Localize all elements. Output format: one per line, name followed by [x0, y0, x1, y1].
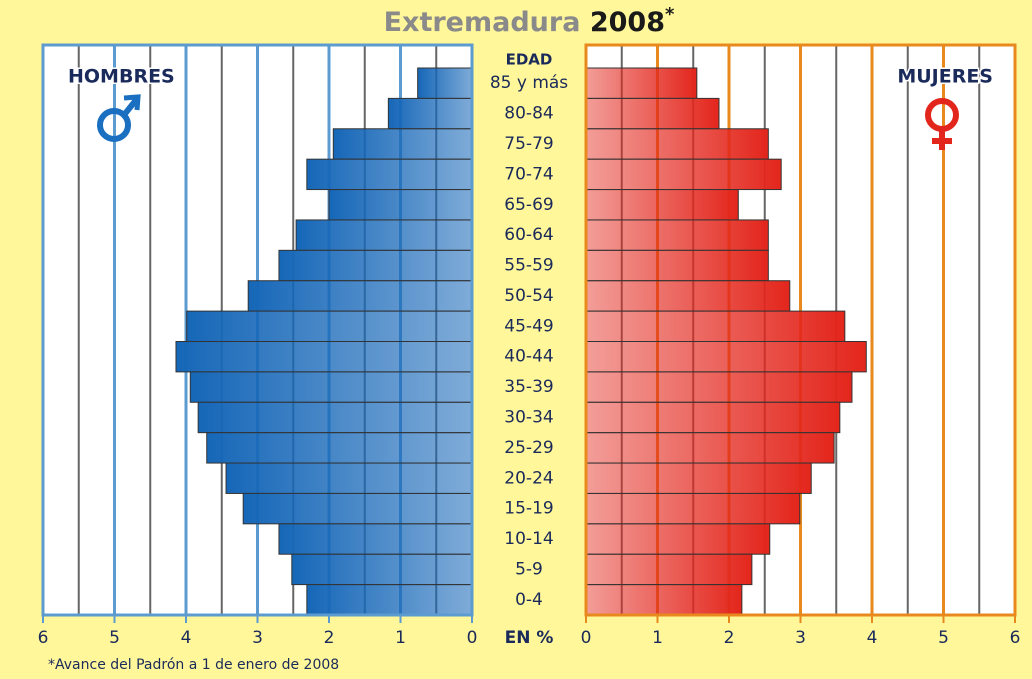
category-label: 45-49: [504, 316, 553, 336]
bar: [175, 341, 473, 373]
bar: [278, 523, 473, 555]
x-tick-label: 1: [395, 628, 406, 648]
x-tick-label: 3: [795, 628, 806, 648]
x-tick-label: 6: [1010, 628, 1021, 648]
bar: [247, 280, 473, 312]
x-tick-label: 1: [652, 628, 663, 648]
title-year: 2008: [590, 7, 665, 38]
x-tick-label: 4: [181, 628, 192, 648]
bar: [585, 371, 853, 403]
x-tick-label: 4: [867, 628, 878, 648]
chart-title: Extremadura 2008*: [384, 4, 675, 38]
bar: [206, 432, 473, 464]
bar: [585, 462, 812, 494]
legend-label: MUJERES: [897, 66, 993, 88]
bar: [242, 492, 473, 525]
x-tick-label: 6: [38, 628, 49, 648]
bar: [585, 249, 769, 282]
bar: [585, 584, 743, 616]
bar: [585, 523, 771, 555]
category-label: 10-14: [504, 529, 553, 549]
bar: [585, 492, 801, 525]
bar: [585, 97, 720, 130]
bar: [585, 341, 867, 373]
bar: [585, 67, 698, 99]
bar: [585, 401, 841, 434]
x-tick-label: 5: [938, 628, 949, 648]
bar: [387, 97, 473, 130]
bar: [291, 553, 473, 586]
bar: [585, 158, 782, 191]
bar: [186, 310, 473, 343]
bar: [306, 584, 473, 616]
x-tick-label: 0: [467, 628, 478, 648]
bar: [328, 189, 473, 221]
bar: [332, 128, 473, 160]
bar: [295, 219, 473, 251]
category-label: 50-54: [504, 286, 553, 306]
category-label: 55-59: [504, 256, 553, 276]
bar: [189, 371, 473, 403]
title-mark: *: [665, 4, 675, 25]
category-label: 20-24: [504, 468, 553, 488]
bar: [585, 280, 791, 312]
bar: [585, 189, 739, 221]
bar: [278, 249, 473, 282]
category-label: 25-29: [504, 438, 553, 458]
bar: [306, 158, 473, 191]
x-tick-label: 0: [581, 628, 592, 648]
category-label: 40-44: [504, 347, 553, 367]
bar: [225, 462, 473, 494]
bar: [585, 219, 769, 251]
footnote: *Avance del Padrón a 1 de enero de 2008: [48, 657, 339, 673]
category-label: 5-9: [515, 559, 543, 579]
category-label: 70-74: [504, 164, 553, 184]
female-symbol: [925, 98, 959, 150]
category-label: 15-19: [504, 499, 553, 519]
category-label: 35-39: [504, 377, 553, 397]
category-label: 0-4: [515, 590, 543, 610]
category-label: 30-34: [504, 407, 553, 427]
bar: [585, 128, 769, 160]
bar: [197, 401, 473, 434]
x-tick-label: 3: [252, 628, 263, 648]
category-label: 85 y más: [490, 73, 568, 93]
category-label: 75-79: [504, 134, 553, 154]
bar: [585, 310, 846, 343]
bar: [585, 432, 835, 464]
axis-title: EDAD: [506, 51, 553, 69]
x-tick-label: 5: [109, 628, 120, 648]
category-label: 60-64: [504, 225, 553, 245]
x-axis-label: EN %: [505, 628, 554, 648]
male-symbol: [97, 94, 141, 142]
category-label: 80-84: [504, 104, 553, 124]
bar: [585, 553, 753, 586]
x-tick-label: 2: [324, 628, 335, 648]
bar: [417, 67, 473, 99]
category-label: 65-69: [504, 195, 553, 215]
title-text: Extremadura: [384, 7, 581, 38]
x-tick-label: 2: [724, 628, 735, 648]
legend-label: HOMBRES: [68, 66, 175, 88]
